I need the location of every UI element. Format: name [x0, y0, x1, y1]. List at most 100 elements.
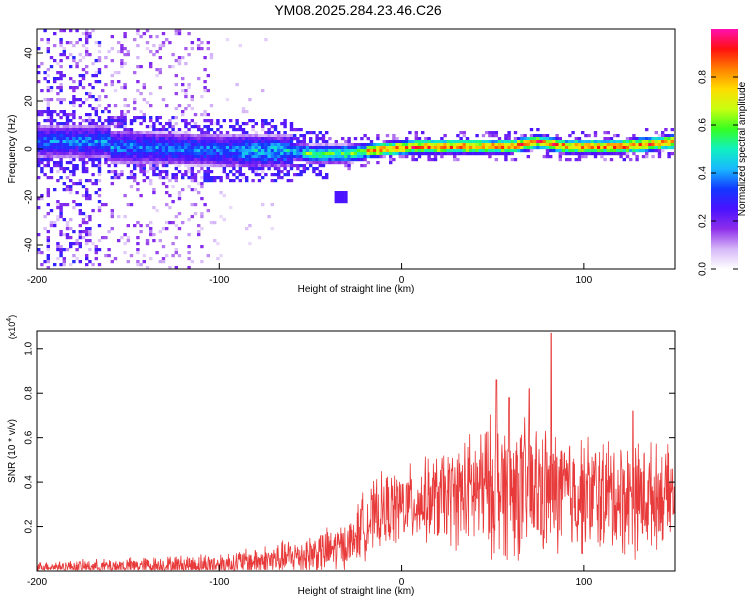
spectrogram-cell [78, 116, 82, 120]
spectrogram-cell [165, 140, 169, 144]
spectrogram-cell [62, 113, 66, 117]
spectrogram-cell [561, 146, 566, 150]
spectrogram-cell [56, 131, 60, 135]
spectrogram-cell [37, 134, 41, 138]
spectrogram-cell [75, 62, 79, 66]
spectrogram-cell [104, 158, 108, 162]
spectrogram-cell [200, 212, 204, 216]
spectrogram-cell [53, 134, 57, 138]
spectrogram-cell [286, 134, 290, 138]
spectrogram-cell [421, 146, 425, 150]
spectrogram-cell [248, 143, 252, 147]
spectrogram-cell [309, 161, 313, 165]
spectrogram-cell [622, 146, 626, 150]
spectrogram-cell [81, 152, 86, 156]
spectrogram-cell [168, 149, 172, 153]
spectrogram-cell [248, 152, 252, 156]
spectrogram-cell [433, 149, 438, 153]
spectrogram-cell [88, 194, 92, 198]
spectrogram-cell [597, 149, 601, 153]
spectrogram-cell [347, 137, 351, 141]
spectrogram-cell [78, 125, 82, 129]
spectrogram-cell [133, 116, 137, 120]
spectrogram-cell [107, 230, 111, 234]
spectrogram-cell [46, 110, 50, 114]
spectrogram-cell [197, 191, 201, 195]
spectrogram-cell [113, 173, 118, 177]
spectrogram-cell [158, 134, 162, 138]
spectrogram-cell [110, 140, 114, 144]
spectrogram-ylabel: Frequency (Hz) [7, 115, 18, 184]
spectrogram-cell [113, 140, 118, 144]
spectrogram-cell [369, 140, 374, 144]
spectrogram-cell [107, 134, 111, 138]
spectrogram-cell [75, 149, 79, 153]
spectrogram-cell [203, 146, 207, 150]
spectrogram-cell [97, 140, 102, 144]
spectrogram-cell [427, 146, 431, 150]
spectrogram-cell [254, 137, 258, 141]
spectrogram-cell [270, 125, 274, 129]
spectrogram-cell [40, 146, 44, 150]
spectrogram-cell [69, 86, 73, 90]
spectrogram-cell [177, 191, 182, 195]
spectrogram-cell [264, 143, 268, 147]
spectrogram-cell [203, 89, 207, 93]
spectrogram-cell [165, 221, 169, 225]
spectrogram-cell [49, 110, 54, 114]
spectrogram-cell [91, 155, 95, 159]
spectrogram-cell [558, 140, 562, 144]
spectrogram-cell [78, 260, 82, 264]
spectrogram-cell [225, 161, 230, 165]
spectrogram-cell [65, 185, 70, 189]
spectrogram-cell [133, 161, 137, 165]
spectrogram-cell [117, 140, 121, 144]
spectrogram-cell [161, 152, 166, 156]
spectrogram-cell [91, 146, 95, 150]
spectrogram-cell [664, 137, 668, 141]
spectrogram-cell [587, 152, 591, 156]
spectrogram-cell [286, 149, 290, 153]
spectrogram-cell [117, 239, 121, 243]
spectrogram-cell [56, 218, 60, 222]
spectrogram-cell [65, 137, 70, 141]
spectrogram-cell [193, 146, 198, 150]
spectrogram-cell [206, 152, 210, 156]
spectrogram-cell [171, 173, 175, 177]
spectrogram-cell [113, 125, 118, 129]
spectrogram-cell [49, 116, 54, 120]
spectrogram-cell [453, 152, 457, 156]
spectrogram-cell [88, 233, 92, 237]
spectrogram-cell [168, 155, 172, 159]
spectrogram-cell [462, 152, 466, 156]
spectrogram-cell [216, 152, 220, 156]
spectrogram-cell [46, 125, 50, 129]
spectrogram-cell [302, 134, 306, 138]
x-tick-label: -100 [209, 275, 229, 286]
spectrogram-cell [389, 140, 393, 144]
spectrogram-cell [142, 134, 146, 138]
spectrogram-cell [485, 131, 489, 135]
spectrogram-cell [225, 134, 230, 138]
spectrogram-cell [56, 245, 60, 249]
spectrogram-cell [120, 110, 124, 114]
spectrogram-cell [110, 212, 114, 216]
spectrogram-cell [88, 218, 92, 222]
spectrogram-cell [193, 188, 198, 192]
spectrogram-cell [43, 227, 47, 231]
spectrogram-cell [251, 143, 255, 147]
spectrogram-cell [65, 167, 70, 171]
spectrogram-cell [206, 140, 210, 144]
spectrogram-cell [120, 149, 124, 153]
spectrogram-cell [53, 143, 57, 147]
spectrogram-cell [187, 158, 191, 162]
spectrogram-cell [235, 146, 239, 150]
spectrogram-cell [504, 140, 508, 144]
spectrogram-cell [219, 149, 223, 153]
spectrogram-cell [62, 110, 66, 114]
spectrogram-cell [126, 146, 130, 150]
spectrogram-cell [117, 131, 121, 135]
spectrogram-cell [75, 239, 79, 243]
spectrogram-cell [398, 146, 402, 150]
spectrogram-cell [344, 155, 348, 159]
